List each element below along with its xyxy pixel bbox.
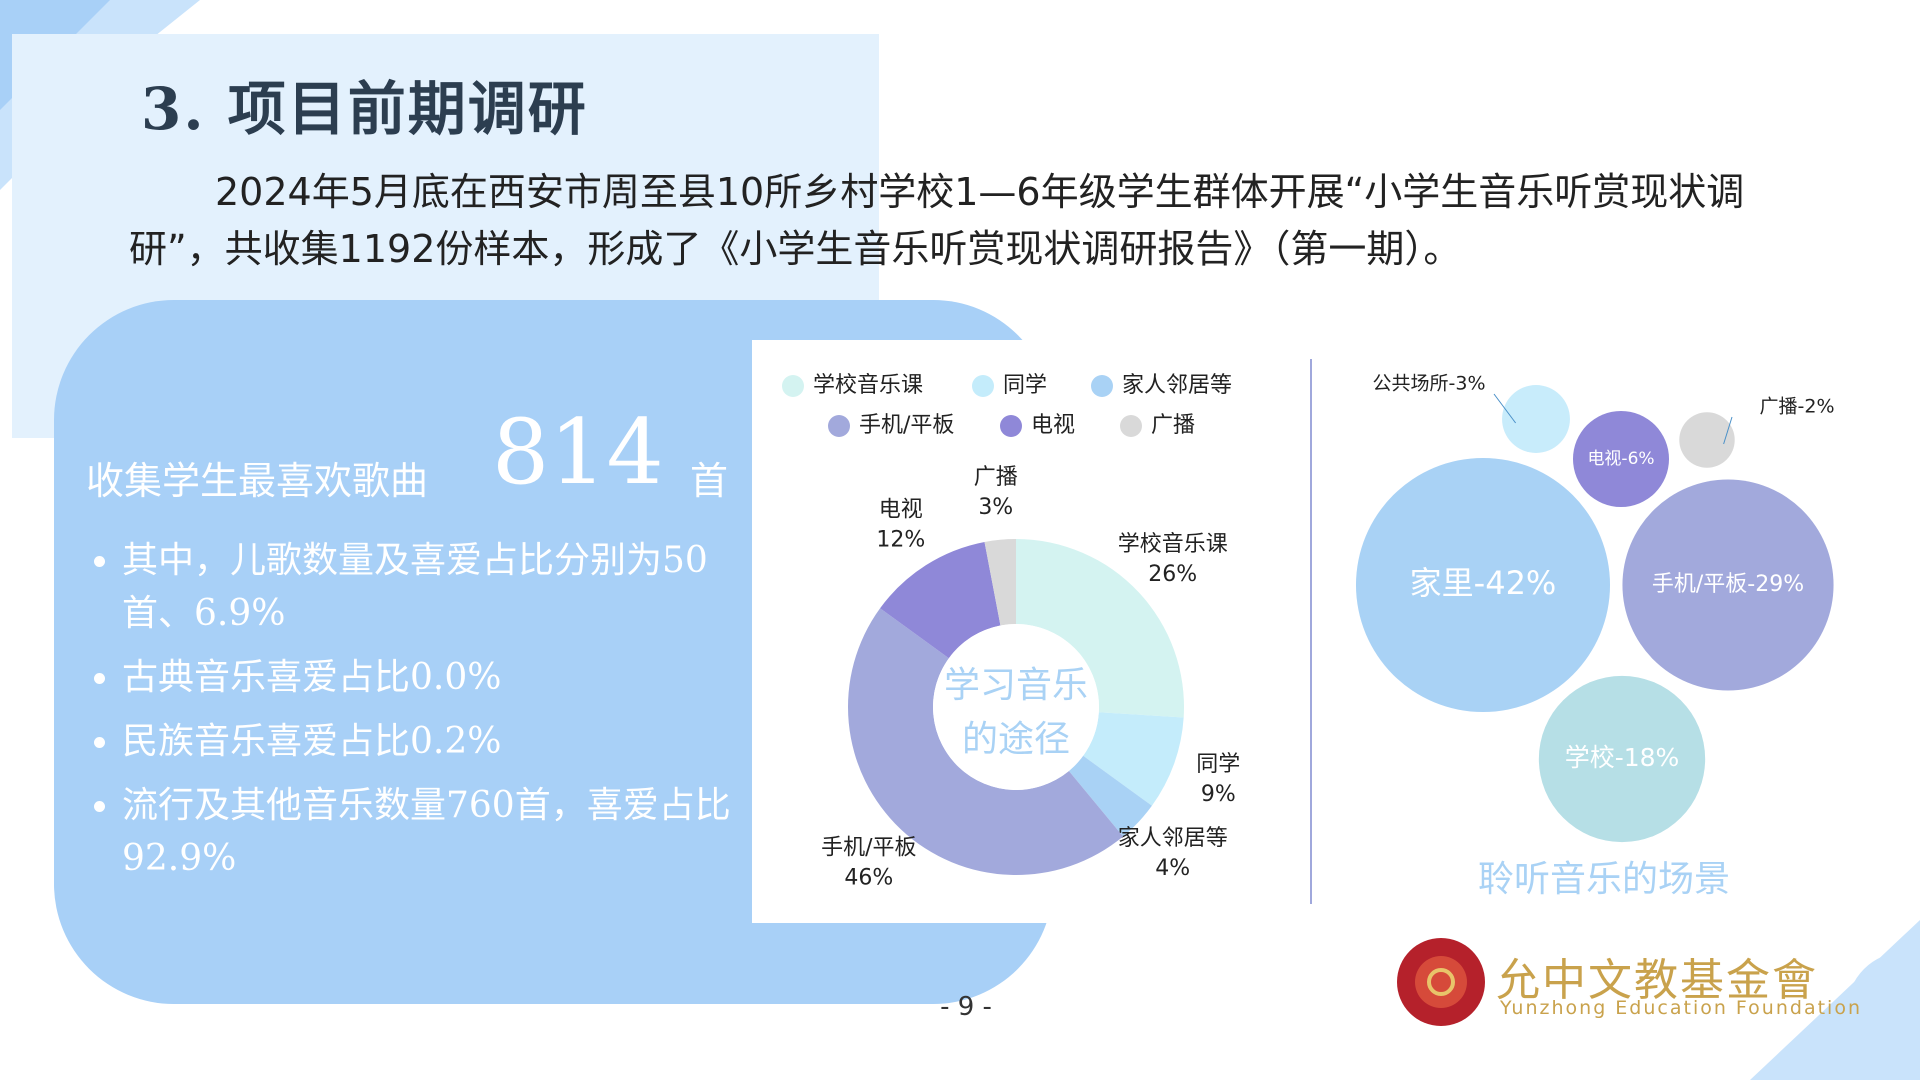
logo-subtitle: Yunzhong Education Foundation [1500,997,1862,1019]
bubble [1355,457,1611,713]
logo-name: 允中文教基金會 [1496,955,1818,1006]
legend-swatch [782,375,804,397]
bullet: 民族音乐喜爱占比0.2% [122,715,772,768]
legend-swatch [1000,415,1022,437]
summary-label: 收集学生最喜欢歌曲 [86,459,429,503]
donut-slice [1083,712,1184,806]
bullet: 古典音乐喜爱占比0.0% [122,651,772,704]
data-label-name: 手机/平板 [821,836,916,861]
summary-unit: 首 [690,459,729,503]
leader-line [1723,416,1733,445]
legend-label: 手机/平板 [859,413,954,438]
intro-text: 2024年5月底在西安市周至县10所乡村学校1—6年级学生群体开展“小学生音乐听… [129,170,1745,271]
summary-bullets: 其中，儿歌数量及喜爱占比分别为50首、6.9% 古典音乐喜爱占比0.0% 民族音乐喜… [84,534,772,896]
title: 3. 项目前期调研 [141,75,588,143]
bubble [1622,479,1834,691]
bullet: 其中，儿歌数量及喜爱占比分别为50首、6.9% [122,534,772,640]
legend-label: 家人邻居等 [1122,373,1232,398]
legend-label: 学校音乐课 [813,373,923,398]
data-label-name: 广播 [974,465,1018,490]
center-label: 学习音乐 [944,665,1088,706]
legend-swatch [1120,415,1142,437]
bubble [1538,675,1706,843]
data-label-value: 26% [1148,562,1197,587]
bubble-label: 学校-18% [1565,743,1680,772]
donut-slice [1068,755,1152,837]
donut-slice [880,541,1001,659]
donut-hole [933,624,1099,790]
bubble [1502,385,1570,453]
data-label-name: 学校音乐课 [1118,532,1228,557]
bubble-label: 电视-6% [1587,449,1654,469]
legend-swatch [972,375,994,397]
bubble-label: 广播-2% [1760,396,1835,418]
data-label-name: 家人邻居等 [1118,826,1228,851]
center-label: 的途径 [962,719,1070,760]
data-label-value: 12% [876,527,925,552]
legend-swatch [1091,375,1113,397]
bubble [1679,412,1735,468]
data-label-value: 9% [1201,782,1236,807]
bubble-label: 家里-42% [1410,564,1557,602]
corner-decoration [1847,952,1920,1068]
bubble-label: 手机/平板-29% [1652,572,1804,597]
data-label-value: 3% [978,495,1013,520]
chart-title: 聆听音乐的场景 [1478,859,1730,900]
donut-slice [984,539,1016,626]
legend-swatch [828,415,850,437]
legend-label: 广播 [1151,413,1195,438]
data-label-value: 4% [1155,856,1190,881]
legend-label: 同学 [1003,373,1047,398]
logo-mark [1397,938,1485,1026]
data-label-value: 46% [844,866,893,891]
page-number: - 9 - [940,992,992,1022]
data-label-name: 同学 [1196,752,1240,777]
leader-line [1493,393,1517,424]
donut-slice [1016,539,1184,718]
bubble [1572,410,1670,508]
data-label-name: 电视 [879,497,923,522]
donut-slice [848,608,1124,876]
bubble-label: 公共场所-3% [1373,373,1486,395]
bullet: 流行及其他音乐数量760首，喜爱占比92.9% [122,779,772,885]
legend-label: 电视 [1031,413,1075,438]
summary-count: 814 [492,400,664,505]
